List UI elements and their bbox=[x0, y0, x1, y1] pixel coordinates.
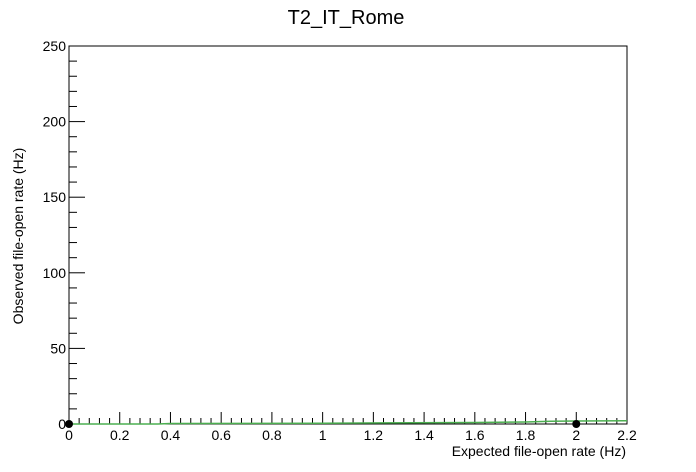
x-tick-label: 0 bbox=[65, 427, 73, 443]
x-tick-label: 1.8 bbox=[516, 427, 536, 443]
y-tick-labels: 0 50 100 150 200 250 bbox=[43, 38, 67, 432]
x-tick-labels: 0 0.2 0.4 0.6 0.8 1 1.2 1.4 1.6 1.8 2 2.2 bbox=[65, 427, 637, 443]
chart-title: T2_IT_Rome bbox=[288, 7, 405, 29]
y-tick-label: 100 bbox=[43, 265, 67, 281]
chart-series bbox=[65, 419, 628, 428]
x-tick-label: 0.2 bbox=[110, 427, 130, 443]
plot-frame bbox=[68, 45, 628, 425]
x-tick-label: 2.2 bbox=[617, 427, 637, 443]
x-tick-label: 1 bbox=[319, 427, 327, 443]
x-tick-label: 0.8 bbox=[262, 427, 282, 443]
y-tick-label: 0 bbox=[58, 416, 66, 432]
data-point bbox=[572, 420, 581, 428]
y-tick-label: 200 bbox=[43, 114, 67, 130]
x-tick-label: 1.6 bbox=[465, 427, 485, 443]
axis-ticks bbox=[68, 45, 628, 425]
y-axis-label: Observed file-open rate (Hz) bbox=[10, 148, 26, 325]
expected-rate-line bbox=[69, 419, 628, 425]
y-tick-label: 50 bbox=[50, 340, 66, 356]
data-point bbox=[65, 420, 73, 428]
y-tick-label: 150 bbox=[43, 189, 67, 205]
x-tick-label: 1.4 bbox=[414, 427, 434, 443]
x-tick-label: 2 bbox=[572, 427, 580, 443]
x-tick-label: 0.4 bbox=[161, 427, 181, 443]
x-tick-label: 1.2 bbox=[364, 427, 384, 443]
x-tick-label: 0.6 bbox=[211, 427, 231, 443]
x-axis-label: Expected file-open rate (Hz) bbox=[452, 443, 626, 459]
y-tick-label: 250 bbox=[43, 38, 67, 54]
